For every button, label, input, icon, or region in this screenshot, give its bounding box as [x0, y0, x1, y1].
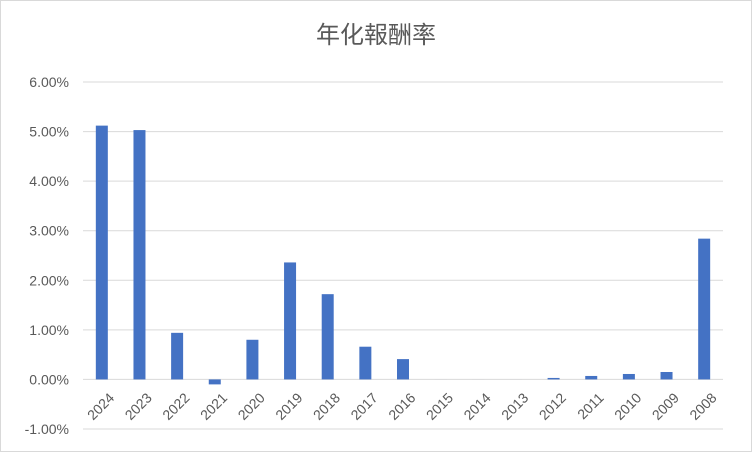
bar-2022: [171, 332, 184, 380]
x-category-label: 2013: [498, 389, 531, 422]
y-tick-label: 0.00%: [29, 371, 69, 387]
y-tick-label: 1.00%: [29, 322, 69, 338]
bar-2012: [547, 377, 560, 380]
bar-2010: [622, 373, 635, 380]
bar-2009: [660, 371, 673, 380]
x-category-label: 2021: [197, 389, 230, 422]
x-category-label: 2018: [310, 389, 343, 422]
bar-2017: [359, 346, 372, 380]
chart-title: 年化報酬率: [316, 21, 436, 49]
x-category-label: 2014: [460, 389, 493, 422]
y-tick-label: 3.00%: [29, 223, 69, 239]
y-tick-label: 5.00%: [29, 124, 69, 140]
y-tick-label: 4.00%: [29, 173, 69, 189]
x-category-label: 2019: [272, 389, 305, 422]
bar-2020: [246, 339, 259, 380]
x-category-label: 2016: [385, 389, 418, 422]
x-category-label: 2012: [536, 389, 569, 422]
bar-2018: [321, 294, 334, 380]
y-tick-label: -1.00%: [25, 421, 69, 437]
x-category-label: 2015: [423, 389, 456, 422]
gridlines: [83, 81, 723, 430]
x-category-label: 2011: [574, 389, 607, 422]
y-tick-label: 6.00%: [29, 74, 69, 90]
x-category-label: 2017: [347, 389, 380, 422]
x-category-label: 2024: [84, 389, 117, 422]
bar-2023: [133, 130, 146, 380]
x-category-label: 2020: [235, 389, 268, 422]
x-category-label: 2023: [122, 389, 155, 422]
x-category-label: 2008: [686, 389, 719, 422]
x-category-label: 2010: [611, 389, 644, 422]
y-axis-tick-labels: 6.00% 5.00% 4.00% 3.00% 2.00% 1.00% 0.00% -1.00…: [25, 74, 69, 437]
bar-2024: [95, 125, 108, 380]
bar-2021: [208, 379, 221, 385]
bar-2016: [397, 359, 409, 380]
bars: [95, 125, 711, 385]
x-category-label: 2009: [649, 389, 682, 422]
x-category-label: 2022: [159, 389, 192, 422]
y-tick-label: 2.00%: [29, 272, 69, 288]
x-axis-category-labels: 2024 2023 2022 2021 2020 2019 2018 2017 2016 2015…: [84, 389, 720, 422]
bar-2019: [284, 262, 297, 380]
bar-2008: [698, 238, 711, 380]
bar-2011: [585, 375, 598, 380]
